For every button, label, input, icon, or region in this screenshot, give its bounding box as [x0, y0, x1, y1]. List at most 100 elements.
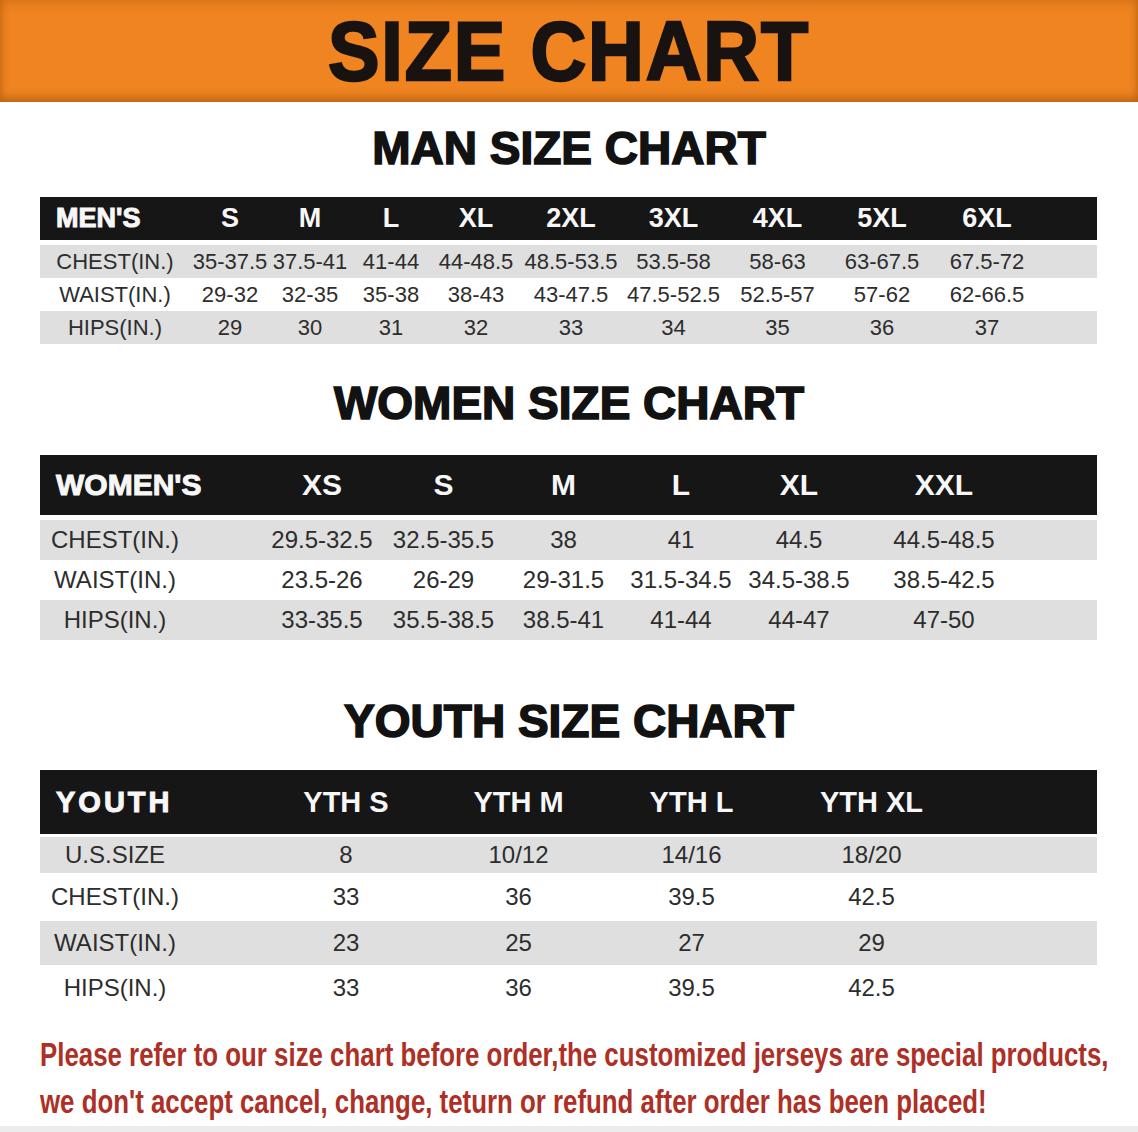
youth-value-0-1: 10/12	[432, 841, 605, 869]
women-value-0-3: 41	[622, 526, 740, 554]
youth-value-2-1: 25	[432, 929, 605, 957]
banner: SIZE CHART	[0, 0, 1138, 102]
men-corner-label: MEN'S	[40, 203, 190, 234]
men-value-0-1: 37.5-41	[270, 249, 350, 275]
men-value-0-4: 48.5-53.5	[520, 249, 622, 275]
youth-value-3-0: 33	[260, 974, 432, 1002]
bottom-edge-strip	[0, 1126, 1138, 1132]
women-value-2-4: 44-47	[740, 606, 858, 634]
youth-row-label-2: WAIST(IN.)	[40, 929, 260, 957]
size-chart-section-women: WOMEN SIZE CHART WOMEN'SXSSMLXLXXL CHEST(I…	[0, 379, 1138, 640]
men-value-0-8: 67.5-72	[934, 249, 1040, 275]
size-chart-page: SIZE CHART MAN SIZE CHARTMEN'SSMLXL2XL3X…	[0, 0, 1138, 1132]
section-heading-men: MAN SIZE CHART	[0, 124, 1138, 172]
row-label-text: CHEST(IN.)	[40, 526, 190, 554]
women-column-header-2: M	[505, 468, 622, 502]
women-column-header-4: XL	[740, 468, 858, 502]
row-label-text: WAIST(IN.)	[40, 282, 190, 308]
youth-value-0-0: 8	[260, 841, 432, 869]
men-value-1-3: 38-43	[432, 282, 520, 308]
men-value-2-2: 31	[350, 315, 432, 341]
youth-value-0-2: 14/16	[605, 841, 778, 869]
women-table-header-row: WOMEN'SXSSMLXLXXL	[40, 455, 1097, 515]
youth-value-3-3: 42.5	[778, 974, 965, 1002]
women-table-row-2: HIPS(IN.)33-35.535.5-38.538.5-4141-4444-…	[40, 600, 1097, 640]
women-value-2-3: 41-44	[622, 606, 740, 634]
women-value-1-4: 34.5-38.5	[740, 566, 858, 594]
youth-value-1-2: 39.5	[605, 883, 778, 911]
youth-column-header-3: YTH XL	[778, 786, 965, 819]
row-label-text: CHEST(IN.)	[40, 883, 190, 911]
youth-table-header-row: YOUTHYTH SYTH MYTH LYTH XL	[40, 770, 1097, 834]
youth-value-1-1: 36	[432, 883, 605, 911]
women-value-0-2: 38	[505, 526, 622, 554]
men-value-0-2: 41-44	[350, 249, 432, 275]
footer-note: Please refer to our size chart before or…	[40, 1031, 1138, 1125]
youth-table-row-1: CHEST(IN.) 333639.542.5	[40, 873, 1097, 921]
men-value-0-7: 63-67.5	[830, 249, 934, 275]
men-size-table: MEN'SSMLXL2XL3XL4XL5XL6XLCHEST(IN.)35-37…	[40, 197, 1097, 344]
row-label-text: HIPS(IN.)	[40, 315, 190, 341]
men-value-0-5: 53.5-58	[622, 249, 725, 275]
women-value-2-2: 38.5-41	[505, 606, 622, 634]
row-label-text: HIPS(IN.)	[40, 974, 190, 1002]
women-table-row-1: WAIST(IN.)23.5-2626-2929-31.531.5-34.534…	[40, 560, 1097, 600]
women-corner-label: WOMEN'S	[40, 468, 262, 502]
men-row-label-0: CHEST(IN.)	[40, 249, 190, 275]
men-value-0-3: 44-48.5	[432, 249, 520, 275]
youth-size-table: YOUTHYTH SYTH MYTH LYTH XLU.S.SIZE810/12…	[40, 770, 1097, 1010]
women-table-row-0: CHEST(IN.)29.5-32.532.5-35.5384144.544.5…	[40, 520, 1097, 560]
women-value-1-2: 29-31.5	[505, 566, 622, 594]
women-value-1-1: 26-29	[382, 566, 505, 594]
women-row-label-1: WAIST(IN.)	[40, 566, 262, 594]
youth-value-2-2: 27	[605, 929, 778, 957]
women-column-header-5: XXL	[858, 468, 1030, 502]
youth-value-1-0: 33	[260, 883, 432, 911]
row-label-text: WAIST(IN.)	[40, 566, 190, 594]
banner-title: SIZE CHART	[328, 3, 810, 100]
women-value-2-1: 35.5-38.5	[382, 606, 505, 634]
men-row-label-2: HIPS(IN.)	[40, 315, 190, 341]
men-table-row-2: HIPS(IN.)293031323334353637	[40, 311, 1097, 344]
men-column-header-6: 4XL	[725, 203, 830, 234]
men-value-2-5: 34	[622, 315, 725, 341]
men-column-header-5: 3XL	[622, 203, 725, 234]
men-value-1-7: 57-62	[830, 282, 934, 308]
men-value-1-2: 35-38	[350, 282, 432, 308]
men-column-header-7: 5XL	[830, 203, 934, 234]
men-column-header-1: M	[270, 203, 350, 234]
men-value-0-0: 35-37.5	[190, 249, 270, 275]
men-value-1-0: 29-32	[190, 282, 270, 308]
men-column-header-0: S	[190, 203, 270, 234]
row-label-text: HIPS(IN.)	[40, 606, 190, 634]
men-column-header-4: 2XL	[520, 203, 622, 234]
youth-table-row-0: U.S.SIZE810/1214/1618/20	[40, 837, 1097, 873]
women-value-0-5: 44.5-48.5	[858, 526, 1030, 554]
men-value-2-0: 29	[190, 315, 270, 341]
men-table-row-0: CHEST(IN.)35-37.537.5-4141-4444-48.548.5…	[40, 245, 1097, 278]
row-label-text: CHEST(IN.)	[40, 249, 190, 275]
youth-column-header-1: YTH M	[432, 786, 605, 819]
men-value-2-6: 35	[725, 315, 830, 341]
women-row-label-0: CHEST(IN.)	[40, 526, 262, 554]
men-column-header-8: 6XL	[934, 203, 1040, 234]
men-value-0-6: 58-63	[725, 249, 830, 275]
women-size-table: WOMEN'SXSSMLXLXXLCHEST(IN.)29.5-32.532.5…	[40, 455, 1097, 640]
youth-row-label-3: HIPS(IN.)	[40, 974, 260, 1002]
youth-table-row-2: WAIST(IN.)23252729	[40, 921, 1097, 965]
men-value-2-1: 30	[270, 315, 350, 341]
size-tables: MAN SIZE CHARTMEN'SSMLXL2XL3XL4XL5XL6XLC…	[0, 124, 1138, 1010]
men-value-1-4: 43-47.5	[520, 282, 622, 308]
men-value-2-8: 37	[934, 315, 1040, 341]
youth-table-row-3: HIPS(IN.)333639.542.5	[40, 965, 1097, 1010]
men-value-1-8: 62-66.5	[934, 282, 1040, 308]
youth-value-1-3: 42.5	[778, 883, 965, 911]
men-value-2-3: 32	[432, 315, 520, 341]
footer-note-line2: we don't accept cancel, change, teturn o…	[40, 1078, 874, 1125]
men-column-header-3: XL	[432, 203, 520, 234]
section-heading-women: WOMEN SIZE CHART	[0, 379, 1138, 427]
women-value-0-0: 29.5-32.5	[262, 526, 382, 554]
women-value-1-0: 23.5-26	[262, 566, 382, 594]
men-value-1-1: 32-35	[270, 282, 350, 308]
women-value-1-5: 38.5-42.5	[858, 566, 1030, 594]
